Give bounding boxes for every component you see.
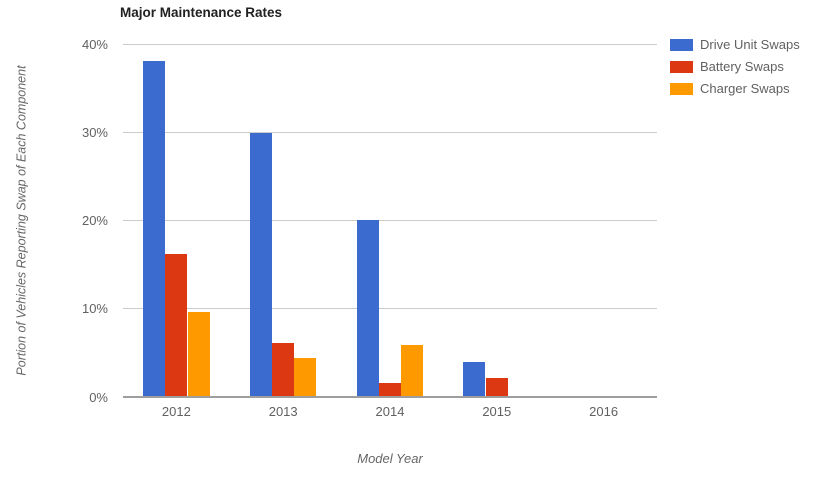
x-tick-label: 2016: [589, 404, 619, 419]
gridline: [123, 220, 657, 221]
chart-title: Major Maintenance Rates: [120, 5, 283, 20]
y-tick-label: 30%: [81, 124, 108, 140]
legend-color-swatch-drive-unit-swaps: [670, 39, 693, 51]
legend-item-drive-unit-swaps: Drive Unit Swaps: [700, 37, 800, 52]
bar-drive-unit-swaps-2014[interactable]: [356, 219, 379, 396]
legend-item-charger-swaps: Charger Swaps: [700, 81, 790, 96]
y-tick-label: 40%: [81, 36, 108, 52]
legend-color-swatch-battery-swaps: [670, 61, 693, 73]
bar-charger-swaps-2012[interactable]: [187, 312, 210, 396]
bar-battery-swaps-2013[interactable]: [272, 343, 295, 396]
x-tick-label: 2014: [375, 404, 405, 419]
gridline: [123, 308, 657, 310]
x-axis-title: Model Year: [357, 451, 423, 466]
bar-drive-unit-swaps-2015[interactable]: [463, 362, 486, 396]
y-axis-title: Portion of Vehicles Reporting Swap of Ea…: [14, 65, 29, 376]
bar-charger-swaps-2014[interactable]: [401, 344, 424, 396]
legend-item-battery-swaps: Battery Swaps: [700, 59, 784, 74]
y-tick-label: 10%: [81, 301, 108, 317]
x-tick-label: 2012: [161, 404, 191, 419]
bar-battery-swaps-2014[interactable]: [378, 382, 401, 396]
y-tick-label: 20%: [81, 213, 108, 228]
gridline: [123, 43, 657, 45]
legend-color-swatch-charger-swaps: [670, 83, 693, 95]
bar-battery-swaps-2012[interactable]: [165, 253, 188, 396]
bar-drive-unit-swaps-2013[interactable]: [249, 133, 272, 396]
bar-drive-unit-swaps-2012[interactable]: [142, 60, 165, 396]
x-tick-label: 2013: [268, 404, 298, 419]
bar-battery-swaps-2015[interactable]: [485, 378, 508, 396]
y-tick-label: 0%: [89, 389, 108, 405]
bar-charger-swaps-2013[interactable]: [294, 358, 317, 396]
gridline: [123, 131, 657, 133]
x-axis-line: [123, 396, 657, 398]
x-tick-label: 2015: [482, 404, 512, 419]
